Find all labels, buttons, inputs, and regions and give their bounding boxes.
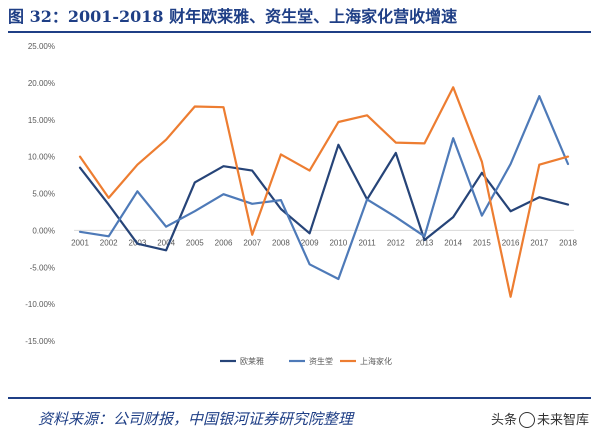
watermark: 头条 未来智库 xyxy=(491,410,589,432)
x-tick-label: 2012 xyxy=(387,238,405,247)
series-lines xyxy=(78,86,570,298)
x-tick-label: 2001 xyxy=(71,238,89,247)
watermark-prefix: 头条 xyxy=(490,413,517,428)
x-tick-label: 2013 xyxy=(416,238,434,247)
x-tick-label: 2014 xyxy=(444,238,462,247)
x-tick-label: 2007 xyxy=(243,238,261,247)
y-tick-label: 20.00% xyxy=(28,79,55,88)
x-tick-label: 2015 xyxy=(473,238,491,247)
figure-title: 图 32：2001-2018 财年欧莱雅、资生堂、上海家化营收增速 xyxy=(8,7,458,26)
bottom-rule xyxy=(8,397,591,399)
y-tick-label: -5.00% xyxy=(30,263,55,272)
watermark-suffix: 未来智库 xyxy=(536,413,589,428)
y-tick-label: 5.00% xyxy=(32,190,55,199)
y-tick-label: 10.00% xyxy=(28,153,55,162)
y-tick-label: -10.00% xyxy=(25,300,55,309)
x-tick-label: 2002 xyxy=(100,238,118,247)
top-rule xyxy=(8,31,591,33)
x-tick-label: 2011 xyxy=(358,238,376,247)
x-tick-label: 2005 xyxy=(186,238,204,247)
legend-label: 欧莱雅 xyxy=(240,356,264,366)
y-tick-label: -15.00% xyxy=(25,337,55,346)
y-axis: -15.00% -10.00% -5.00% 0.00% 5.00% 10.00% 15.0… xyxy=(25,42,55,346)
x-tick-label: 2017 xyxy=(530,238,548,247)
series-line-1 xyxy=(78,95,570,281)
x-tick-label: 2016 xyxy=(502,238,520,247)
source-note: 资料来源：公司财报，中国银河证券研究院整理 xyxy=(38,410,354,428)
x-tick-label: 2009 xyxy=(301,238,319,247)
x-tick-label: 2006 xyxy=(215,238,233,247)
series-line-2 xyxy=(78,86,570,298)
x-tick-label: 2008 xyxy=(272,238,290,247)
x-tick-label: 2018 xyxy=(559,238,577,247)
y-tick-label: 0.00% xyxy=(32,226,55,235)
x-tick-label: 2010 xyxy=(329,238,347,247)
legend: 欧莱雅 资生堂 上海家化 xyxy=(220,356,392,366)
legend-label: 上海家化 xyxy=(360,356,392,366)
y-tick-label: 25.00% xyxy=(28,42,55,51)
series-line-0 xyxy=(78,143,570,252)
x-axis: 2001 2002 2003 2004 2005 2006 2007 2008 2009 2010… xyxy=(71,229,577,247)
y-tick-label: 15.00% xyxy=(28,116,55,125)
x-tick-label: 2004 xyxy=(157,238,175,247)
at-icon xyxy=(518,411,535,428)
legend-label: 资生堂 xyxy=(309,356,333,366)
